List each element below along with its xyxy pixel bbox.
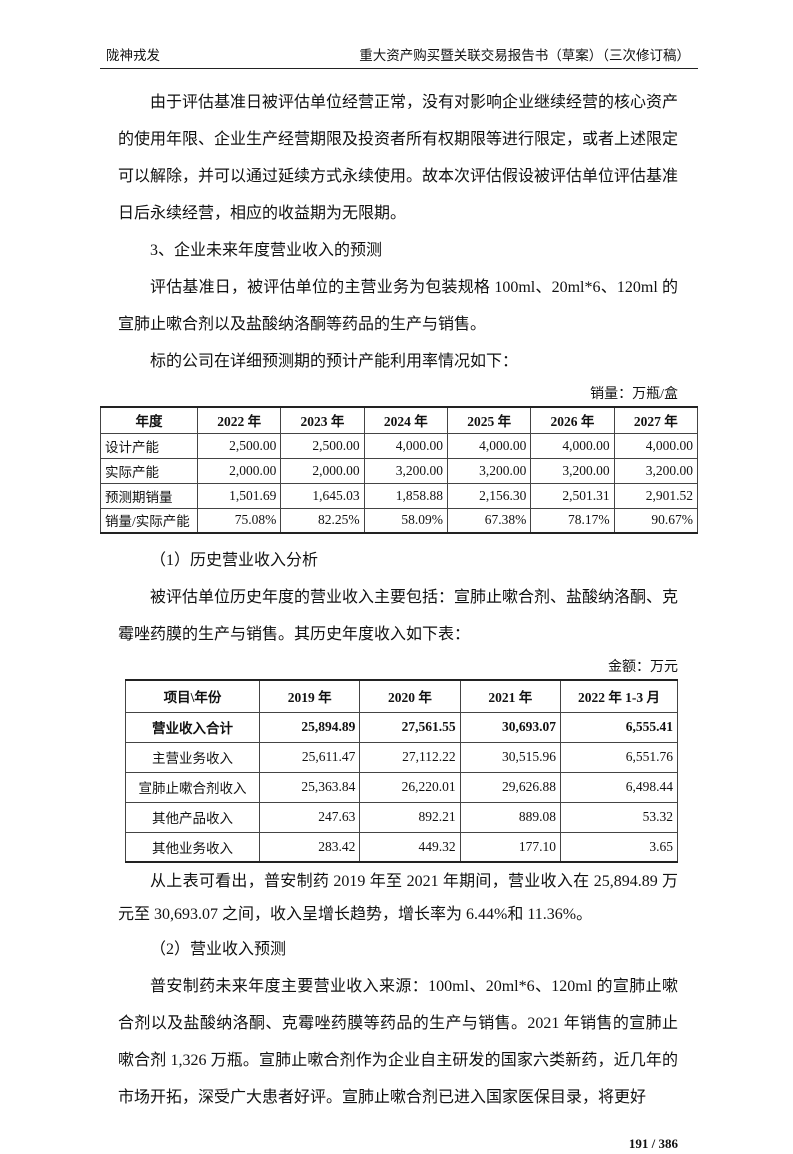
table-row: 预测期销量 1,501.69 1,645.03 1,858.88 2,156.30 2,5… (100, 482, 699, 509)
page-body: 由于评估基准日被评估单位经营正常，没有对影响企业继续经营的核心资产的使用年限、企… (100, 84, 699, 1154)
col-header: 年度 (100, 406, 198, 434)
header-doc-title: 重大资产购买暨关联交易报告书（草案）（三次修订稿） (359, 48, 690, 63)
table-cell: 26,220.01 (359, 771, 461, 803)
table-cell: 25,611.47 (258, 741, 361, 773)
table-cell: 2,501.31 (530, 482, 615, 509)
col-header: 2023 年 (280, 406, 365, 434)
paragraph-main-business: 评估基准日，被评估单位的主营业务为包装规格 100ml、20ml*6、120ml… (118, 279, 678, 333)
table-cell: 30,693.07 (459, 711, 562, 743)
paragraph-growth-analysis: 从上表可看出，普安制药 2019 年至 2021 年期间，营业收入在 25,89… (118, 873, 678, 923)
table-cell: 90.67% (613, 507, 699, 534)
row-label: 实际产能 (100, 457, 198, 484)
table-row: 设计产能 2,500.00 2,500.00 4,000.00 4,000.00 4,00… (100, 432, 699, 459)
table-cell: 82.25% (280, 507, 365, 534)
col-header: 2022 年 (196, 406, 282, 434)
row-label: 营业收入合计 (125, 711, 260, 743)
row-label: 设计产能 (100, 432, 198, 459)
col-header: 2021 年 (459, 679, 562, 713)
table-cell: 2,500.00 (196, 432, 282, 459)
paragraph-capacity-intro: 标的公司在详细预测期的预计产能利用率情况如下： (150, 353, 519, 370)
table-header-row: 年度 2022 年 2023 年 2024 年 2025 年 2026 年 20… (100, 406, 699, 434)
table-cell: 1,501.69 (196, 482, 282, 509)
table-cell: 177.10 (459, 831, 562, 863)
table-cell: 1,645.03 (280, 482, 365, 509)
row-label: 预测期销量 (100, 482, 198, 509)
table-cell: 449.32 (359, 831, 461, 863)
table-cell: 3,200.00 (530, 457, 615, 484)
table-row: 宣肺止嗽合剂收入 25,363.84 26,220.01 29,626.88 6,498… (125, 771, 678, 803)
historical-revenue-table: 项目\年份 2019 年 2020 年 2021 年 2022 年 1-3 月 … (125, 679, 678, 863)
header-company: 陇神戎发 (106, 48, 160, 63)
paragraph-going-concern: 由于评估基准日被评估单位经营正常，没有对影响企业继续经营的核心资产的使用年限、企… (118, 94, 679, 222)
col-header: 2025 年 (446, 406, 532, 434)
page-number: 191 / 386 (628, 1136, 678, 1151)
capacity-utilization-table: 年度 2022 年 2023 年 2024 年 2025 年 2026 年 20… (100, 406, 699, 534)
table-row: 营业收入合计 25,894.89 27,561.55 30,693.07 6,555.4… (125, 711, 678, 743)
table-cell: 4,000.00 (446, 432, 532, 459)
col-header: 2020 年 (359, 679, 461, 713)
table-cell: 30,515.96 (459, 741, 562, 773)
table-cell: 1,858.88 (363, 482, 448, 509)
subheading-revenue-forecast: （2）营业收入预测 (150, 941, 287, 958)
table-cell: 27,561.55 (359, 711, 461, 743)
table1-unit: 销量：万瓶/盒 (590, 387, 678, 402)
col-header: 2026 年 (530, 406, 615, 434)
table-cell: 283.42 (258, 831, 361, 863)
table-cell: 4,000.00 (363, 432, 448, 459)
row-label: 主营业务收入 (125, 741, 260, 773)
table-cell: 2,000.00 (280, 457, 365, 484)
table-cell: 27,112.22 (359, 741, 461, 773)
table-cell: 53.32 (560, 801, 678, 833)
table-cell: 3,200.00 (363, 457, 448, 484)
table-cell: 3,200.00 (446, 457, 532, 484)
table-cell: 4,000.00 (530, 432, 615, 459)
header-divider (100, 68, 698, 69)
table-cell: 29,626.88 (459, 771, 562, 803)
table-row: 其他产品收入 247.63 892.21 889.08 53.32 (125, 801, 678, 833)
table-cell: 4,000.00 (613, 432, 699, 459)
table-cell: 2,156.30 (446, 482, 532, 509)
table2-unit: 金额：万元 (608, 660, 678, 675)
table-cell: 6,551.76 (560, 741, 678, 773)
subheading-historical-revenue: （1）历史营业收入分析 (150, 552, 319, 569)
table-cell: 75.08% (196, 507, 282, 534)
row-label: 销量/实际产能 (100, 507, 198, 534)
section-heading-revenue-forecast: 3、企业未来年度营业收入的预测 (150, 242, 383, 259)
table-cell: 2,901.52 (613, 482, 699, 509)
row-label: 其他产品收入 (125, 801, 260, 833)
table-cell: 892.21 (359, 801, 461, 833)
paragraph-historical-intro: 被评估单位历史年度的营业收入主要包括：宣肺止嗽合剂、盐酸纳洛酮、克霉唑药膜的生产… (118, 589, 679, 643)
col-header: 2024 年 (363, 406, 448, 434)
table-row: 销量/实际产能 75.08% 82.25% 58.09% 67.38% 78.17% 90.… (100, 507, 699, 534)
table-cell: 889.08 (459, 801, 562, 833)
table-cell: 25,894.89 (258, 711, 361, 743)
table-cell: 247.63 (258, 801, 361, 833)
table-cell: 2,500.00 (280, 432, 365, 459)
table-cell: 2,000.00 (196, 457, 282, 484)
paragraph-forecast-sources: 普安制药未来年度主要营业收入来源：100ml、20ml*6、120ml 的宣肺止… (118, 978, 678, 1106)
col-header: 项目\年份 (125, 679, 260, 713)
row-label: 宣肺止嗽合剂收入 (125, 771, 260, 803)
table-cell: 6,498.44 (560, 771, 678, 803)
row-label: 其他业务收入 (125, 831, 260, 863)
table-row: 其他业务收入 283.42 449.32 177.10 3.65 (125, 831, 678, 863)
table-cell: 3,200.00 (613, 457, 699, 484)
table-cell: 6,555.41 (560, 711, 678, 743)
col-header: 2027 年 (613, 406, 699, 434)
table-cell: 3.65 (560, 831, 678, 863)
table-cell: 58.09% (363, 507, 448, 534)
table-row: 实际产能 2,000.00 2,000.00 3,200.00 3,200.00 3,20… (100, 457, 699, 484)
col-header: 2022 年 1-3 月 (560, 679, 678, 713)
table-cell: 78.17% (530, 507, 615, 534)
col-header: 2019 年 (258, 679, 361, 713)
table-cell: 67.38% (446, 507, 532, 534)
table-header-row: 项目\年份 2019 年 2020 年 2021 年 2022 年 1-3 月 (125, 679, 678, 713)
table-row: 主营业务收入 25,611.47 27,112.22 30,515.96 6,551.7… (125, 741, 678, 773)
table-cell: 25,363.84 (258, 771, 361, 803)
